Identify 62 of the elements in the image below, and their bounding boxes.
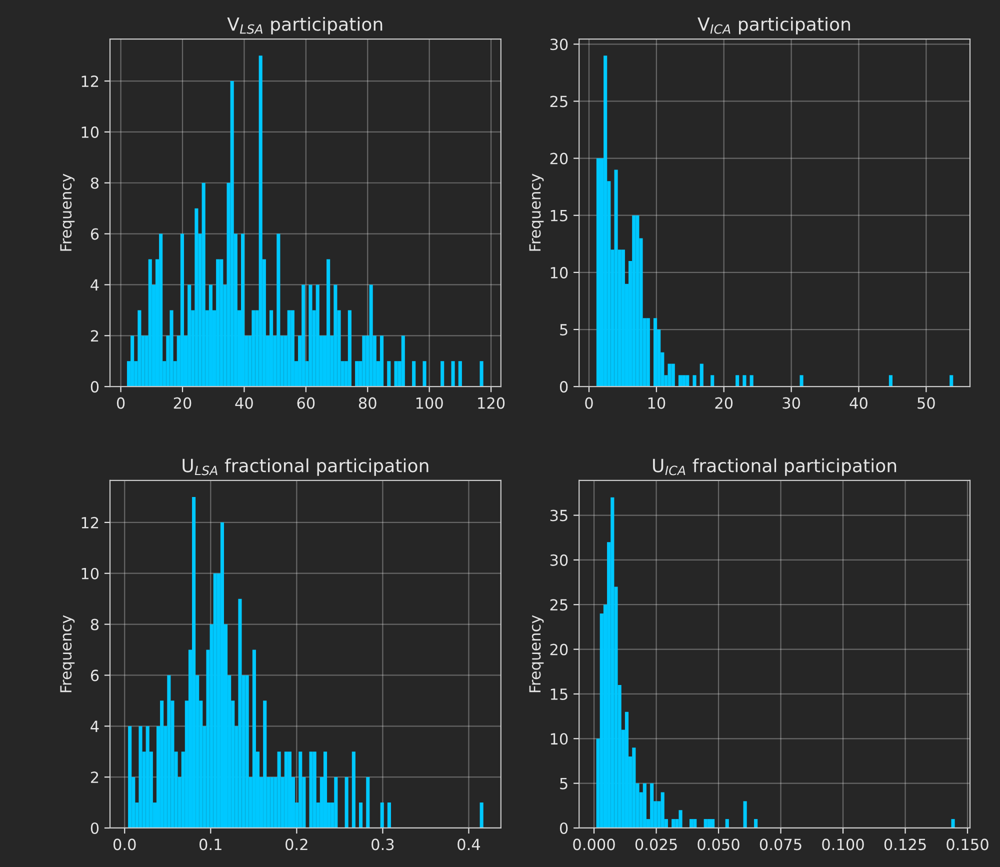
- x-tick-label: 0.4: [458, 838, 480, 850]
- x-tick-label: 0.100: [822, 838, 864, 850]
- y-tick-label: 35: [550, 510, 568, 522]
- y-tick-label: 12: [82, 75, 98, 87]
- y-tick-label: 8: [90, 177, 99, 189]
- x-tick-label: 0.050: [698, 838, 740, 850]
- y-tick-label: 30: [550, 38, 568, 50]
- y-axis-title: Frequency: [60, 174, 75, 251]
- y-tick-label: 0: [560, 381, 568, 393]
- y-tick-label: 10: [82, 126, 99, 138]
- y-axis-title: Frequency: [529, 174, 544, 251]
- x-tick-label: 0.1: [200, 838, 222, 850]
- x-tick-label: 10: [648, 397, 666, 409]
- y-tick-label: 0: [560, 822, 568, 834]
- x-tick-label: 0.150: [946, 838, 988, 850]
- y-tick-label: 0: [90, 822, 99, 834]
- y-tick-label: 10: [550, 266, 568, 278]
- y-tick-label: 8: [90, 618, 99, 630]
- y-axis-title: Frequency: [60, 615, 75, 692]
- x-tick-label: 0.3: [372, 838, 394, 850]
- x-tick-label: 0.075: [760, 838, 802, 850]
- y-tick-label: 12: [82, 516, 98, 528]
- x-tick-label: 20: [715, 397, 733, 409]
- x-tick-label: 0: [116, 397, 125, 409]
- x-tick-label: 0.025: [635, 838, 677, 850]
- x-tick-label: 40: [850, 397, 868, 409]
- x-tick-label: 20: [174, 397, 192, 409]
- y-tick-label: 5: [560, 778, 568, 790]
- x-tick-label: 60: [297, 397, 315, 409]
- y-tick-label: 15: [550, 210, 568, 222]
- x-tick-label: 0.0: [113, 838, 136, 850]
- y-tick-label: 15: [550, 688, 568, 700]
- x-tick-label: 50: [918, 397, 935, 409]
- y-tick-label: 20: [550, 644, 568, 656]
- y-tick-label: 10: [550, 733, 568, 745]
- y-tick-label: 2: [90, 330, 98, 342]
- x-tick-label: 30: [782, 397, 800, 409]
- x-tick-label: 80: [358, 397, 376, 409]
- y-tick-label: 4: [90, 279, 99, 291]
- x-tick-label: 0.2: [286, 838, 308, 850]
- chart-title: U$_{LSA}$ fractional participation: [182, 458, 428, 476]
- x-tick-label: 0.000: [573, 838, 615, 850]
- chart-title: U$_{ICA}$ fractional participation: [653, 458, 896, 476]
- y-axis-title: Frequency: [529, 615, 544, 692]
- y-tick-label: 10: [82, 568, 99, 580]
- x-tick-label: 40: [235, 397, 253, 409]
- y-tick-label: 30: [550, 554, 568, 566]
- y-tick-label: 4: [90, 720, 99, 732]
- x-tick-label: 100: [416, 397, 443, 409]
- y-tick-label: 6: [90, 228, 99, 240]
- x-tick-label: 120: [478, 397, 505, 409]
- x-tick-label: 0.125: [884, 838, 926, 850]
- y-tick-label: 25: [550, 96, 568, 108]
- chart-title: V$_{LSA}$ participation: [227, 16, 382, 34]
- y-tick-label: 6: [90, 670, 99, 682]
- x-tick-label: 0: [585, 397, 593, 409]
- chart-title: V$_{ICA}$ participation: [698, 16, 850, 34]
- y-tick-label: 20: [550, 152, 568, 164]
- y-tick-label: 25: [550, 599, 568, 611]
- y-tick-label: 0: [90, 381, 99, 393]
- y-tick-label: 5: [560, 324, 568, 336]
- y-tick-label: 2: [90, 772, 98, 783]
